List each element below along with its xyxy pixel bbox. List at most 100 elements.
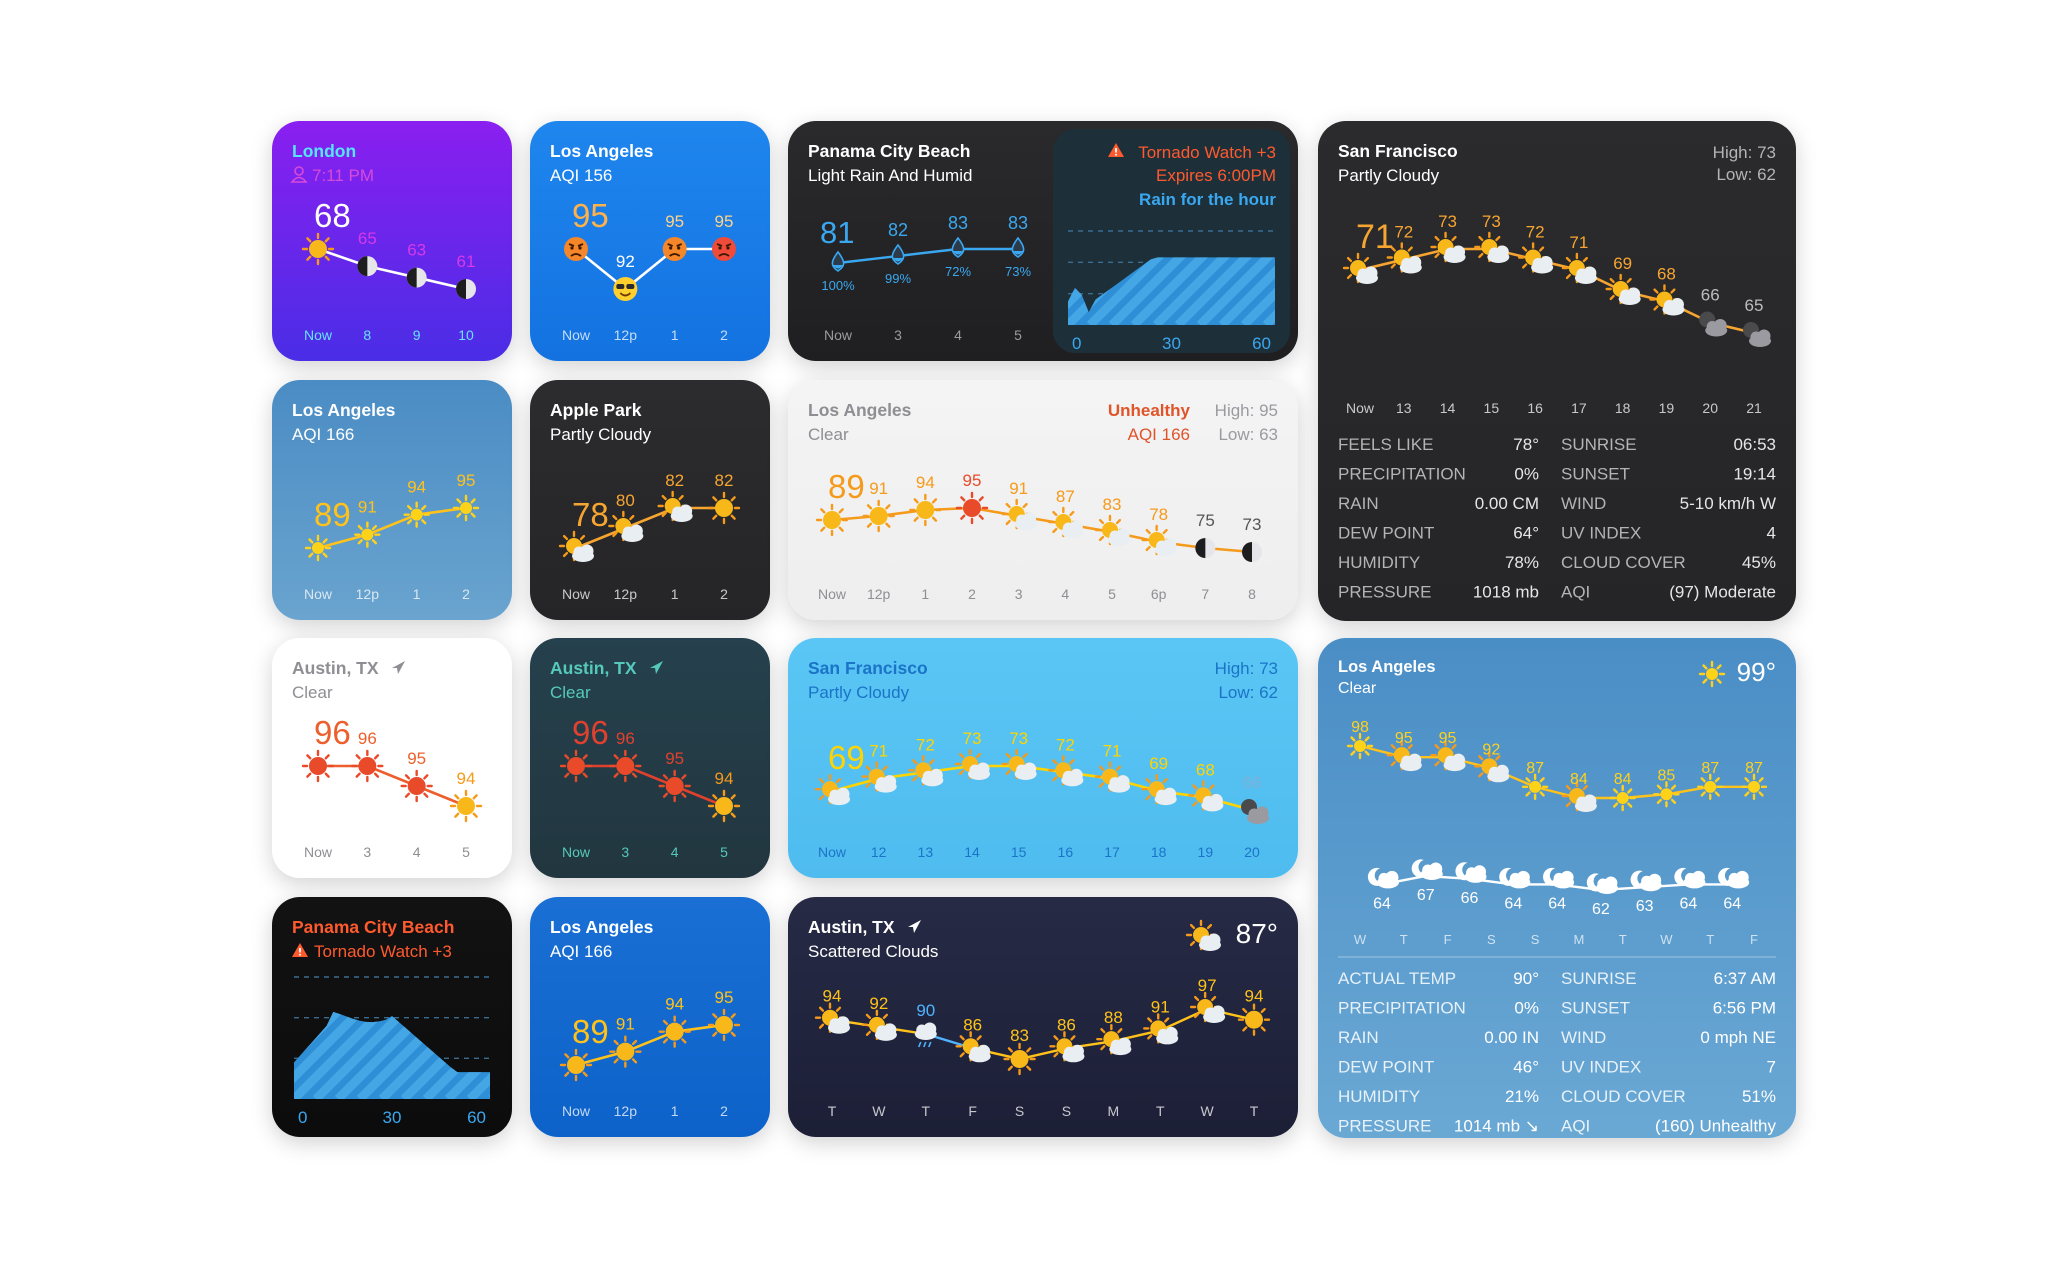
temperature-label: 92 (616, 252, 635, 271)
widget-la-aqi-166-teal[interactable]: Los Angeles AQI 166 91 94 95 89 Now 12p 1 2 (272, 380, 512, 620)
small-sun-icon (452, 494, 480, 522)
high-temp-label: 92 (1482, 741, 1500, 758)
temperature-label: 94 (823, 987, 842, 1006)
high-temp-label: 95 (1395, 730, 1413, 747)
widget-sf-large-dark[interactable]: San Francisco Partly Cloudy High: 73 Low: 6… (1318, 121, 1796, 621)
moon-icon (1242, 542, 1262, 562)
temperature-label: 71 (1569, 233, 1588, 252)
temperature-label: 91 (358, 498, 377, 517)
partly-cloudy-icon (608, 510, 644, 542)
widget-la-aqi-166-blue[interactable]: Los Angeles AQI 166 91 94 95 89 Now 12p 1 2 (530, 897, 770, 1137)
partly-cloudy-icon (1001, 498, 1037, 530)
partly-cloudy-icon (908, 755, 944, 787)
minute-label: 60 (467, 1108, 486, 1127)
partly-cloudy-icon (1430, 231, 1466, 263)
sun-icon (815, 503, 849, 537)
small-sun-icon (1697, 773, 1724, 801)
hour-label: 19 (1198, 844, 1214, 860)
temperature-label: 61 (457, 252, 476, 271)
hour-label: 12p (867, 586, 891, 602)
precip-chance: 99% (885, 271, 911, 286)
widget-austin-teal[interactable]: Austin, TX Clear 96 95 94 96 Now 3 4 5 (530, 638, 770, 878)
location-title: Austin, TX (550, 658, 637, 678)
widget-apple-park[interactable]: Apple Park Partly Cloudy 80 82 82 78 Now 12p 1 2 (530, 380, 770, 620)
temperature-line (317, 247, 467, 291)
small-sun-icon (1698, 660, 1726, 688)
widget-panama-small[interactable]: Panama City Beach Tornado Watch +3 0 30 60 (272, 897, 512, 1137)
sun-icon (609, 1035, 642, 1068)
location-title: San Francisco (1338, 141, 1458, 161)
condition-label: Partly Cloudy (550, 425, 652, 444)
high-temp-label: 87 (1526, 760, 1544, 777)
temperature-label: 83 (948, 213, 968, 233)
temperature-label: 96 (358, 729, 377, 748)
temperature-label: 83 (1103, 495, 1122, 514)
widget-austin-night-weekly[interactable]: Austin, TX Scattered Clouds 87° 94 92 90 86 83 8… (788, 897, 1298, 1137)
hour-label: 16 (1527, 400, 1543, 416)
temperature-label: 78 (1149, 505, 1168, 524)
warning-icon (1108, 143, 1124, 157)
partly-cloudy-icon (955, 1031, 991, 1063)
cloudy-moon-icon (1241, 799, 1269, 824)
moon-cloud-icon (1586, 873, 1618, 894)
detail-label: UV INDEX (1561, 1058, 1641, 1077)
detail-value: 19:14 (1733, 465, 1776, 484)
widget-canvas: San Francisco Partly Cloudy High: 73 Low: 6… (808, 658, 1278, 860)
temperature-label: 63 (407, 241, 426, 260)
temperature-label: 95 (457, 471, 476, 490)
hour-label: Now (304, 327, 333, 343)
temperature-line (317, 506, 467, 550)
temperature-label: 65 (1745, 296, 1764, 315)
temperature-line (318, 764, 467, 808)
current-temperature: 68 (314, 197, 351, 234)
temperature-label: 91 (616, 1015, 635, 1034)
hour-label: 3 (894, 327, 902, 343)
sun-icon (658, 1015, 691, 1048)
detail-label: DEW POINT (1338, 1058, 1434, 1077)
widget-la-light-wide[interactable]: Los Angeles Clear Unhealthy AQI 166 High: 95… (788, 380, 1298, 620)
widget-sf-lightblue[interactable]: San Francisco Partly Cloudy High: 73 Low: 6… (788, 638, 1298, 878)
temperature-label: 72 (1394, 223, 1413, 242)
partly-cloudy-icon (1141, 773, 1177, 806)
hour-label: Now (818, 844, 847, 860)
condition-label: Clear (292, 683, 333, 702)
partly-cloudy-icon (1049, 1031, 1085, 1063)
condition-label: AQI 166 (550, 942, 612, 961)
widget-canvas: Austin, TX Clear 96 95 94 96 Now 3 4 5 (550, 658, 741, 860)
detail-label: SUNRISE (1561, 435, 1637, 454)
moon-cloud-icon (1499, 867, 1531, 889)
temperature-label: 97 (1198, 976, 1217, 995)
widget-la-aqi-156[interactable]: Los Angeles AQI 156 92 95 95 95 Now 12p 1 2 (530, 121, 770, 361)
alert-expiry: Expires 6:00PM (1156, 166, 1276, 185)
temperature-label: 94 (715, 769, 734, 788)
temperature-label: 69 (1149, 754, 1168, 773)
temperature-label: 95 (715, 212, 734, 231)
condition-label: 7:11 PM (312, 166, 374, 185)
temperature-label: 71 (1103, 742, 1122, 761)
low-temp-label: 64 (1548, 895, 1566, 912)
day-label: T (1250, 1103, 1259, 1119)
condition-label: Light Rain And Humid (808, 166, 972, 185)
temperature-label: 73 (1243, 515, 1262, 534)
partly-cloudy-icon (1649, 284, 1685, 316)
widget-london[interactable]: London 7:11 PM 65 63 61 68 Now 8 9 10 (272, 121, 512, 361)
temperature-label: 91 (1009, 479, 1028, 498)
hour-label: 13 (1396, 400, 1412, 416)
detail-label: AQI (1561, 1117, 1590, 1136)
hour-label: 7 (1201, 586, 1209, 602)
current-temperature: 71 (1356, 218, 1394, 256)
hour-label: Now (562, 844, 591, 860)
hour-label: 4 (413, 844, 421, 860)
detail-value: 06:53 (1733, 435, 1776, 454)
widget-la-weekly-large[interactable]: Los Angeles Clear 99° 98 95 95 92 87 84 84 85 87 87 6… (1318, 638, 1796, 1138)
widget-austin-white[interactable]: Austin, TX Clear 96 95 94 96 Now 3 4 5 (272, 638, 512, 878)
hour-label: 5 (1014, 327, 1022, 343)
widget-panama-rain[interactable]: Panama City Beach Light Rain And Humid Tor… (788, 121, 1298, 361)
small-sun-icon (1346, 732, 1374, 760)
detail-label: PRESSURE (1338, 583, 1432, 602)
location-title: Panama City Beach (292, 917, 454, 937)
day-label: T (1400, 932, 1408, 947)
temperature-label: 69 (1613, 254, 1632, 273)
low-temp-label: 64 (1373, 895, 1391, 912)
temperature-line (576, 764, 725, 808)
